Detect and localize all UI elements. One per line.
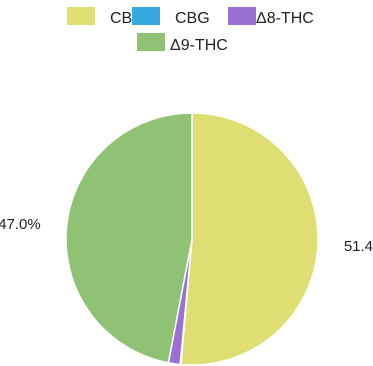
legend-swatch-cbg: [132, 7, 160, 25]
legend-label-delta9-thc: Δ9-THC: [170, 37, 228, 54]
legend-swatch-delta8-thc: [228, 7, 256, 25]
slice-label-cbd: 51.4%: [344, 238, 373, 255]
pie-slice-cbd: [180, 112, 319, 366]
legend-label-delta8-thc: Δ8-THC: [256, 10, 314, 27]
legend-swatch-cbd: [67, 7, 95, 25]
pie-slice-delta9-thc: [65, 112, 193, 364]
legend-swatch-delta9-thc: [137, 33, 165, 51]
pie-slices: [65, 112, 319, 366]
slice-label-delta9-thc: 47.0%: [0, 216, 41, 233]
legend-label-cbg: CBG: [175, 10, 210, 27]
slice-labels: 51.4% 47.0%: [0, 216, 373, 255]
